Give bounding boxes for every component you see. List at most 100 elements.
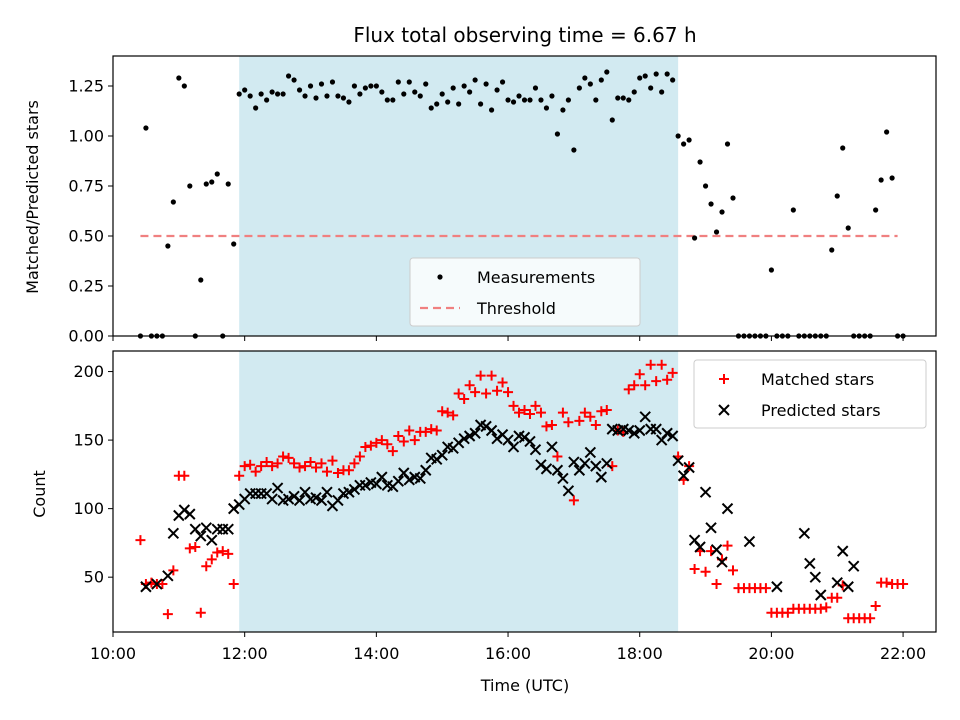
data-point <box>294 462 305 473</box>
data-point <box>271 482 284 494</box>
data-point <box>387 446 398 457</box>
data-point <box>829 247 835 253</box>
data-point <box>524 409 535 420</box>
data-point <box>656 359 667 370</box>
data-point <box>406 79 412 85</box>
data-point <box>697 159 703 165</box>
data-point <box>327 455 338 466</box>
data-point <box>809 571 822 583</box>
data-point <box>289 458 300 469</box>
data-point <box>236 91 242 97</box>
data-point <box>615 95 621 101</box>
data-point <box>184 543 195 554</box>
data-point <box>165 243 171 249</box>
data-point <box>529 443 542 456</box>
y-tick-label: 1.00 <box>68 127 104 146</box>
data-point <box>445 99 451 105</box>
data-point <box>217 546 228 557</box>
data-point <box>206 534 218 546</box>
data-point <box>459 393 470 404</box>
y-tick-label: 0.75 <box>68 177 104 196</box>
data-point <box>497 377 508 388</box>
y-tick-label: 0.25 <box>68 277 104 296</box>
data-point <box>585 411 596 422</box>
data-point <box>628 427 640 439</box>
data-point <box>661 427 673 439</box>
data-point <box>384 97 390 103</box>
data-point <box>143 125 149 131</box>
data-point <box>730 195 736 201</box>
data-point <box>282 493 295 505</box>
data-point <box>804 557 816 570</box>
data-point <box>574 415 585 426</box>
data-point <box>519 404 530 415</box>
data-point <box>264 97 270 103</box>
data-point <box>870 600 881 611</box>
data-point <box>335 93 341 99</box>
data-point <box>362 85 368 91</box>
series-matched-stars <box>135 359 909 624</box>
data-point <box>623 384 634 395</box>
data-point <box>653 71 659 77</box>
x-tick-label: 20:00 <box>748 644 794 663</box>
x-tick-label: 22:00 <box>880 644 926 663</box>
data-point <box>831 576 843 589</box>
data-point <box>543 105 550 111</box>
data-point <box>195 530 207 542</box>
data-point <box>634 369 645 380</box>
data-point <box>650 423 662 435</box>
data-point <box>507 441 520 453</box>
data-point <box>368 83 374 89</box>
data-point <box>242 87 248 93</box>
data-point <box>357 91 363 97</box>
data-point <box>571 147 577 153</box>
data-point <box>300 461 311 472</box>
data-point <box>579 407 590 418</box>
data-point <box>278 451 289 462</box>
data-point <box>637 75 643 81</box>
data-point <box>280 91 286 97</box>
data-point <box>434 101 440 107</box>
data-point <box>285 73 292 79</box>
data-point <box>261 457 272 468</box>
data-point <box>239 461 250 472</box>
data-point <box>436 449 448 461</box>
data-point <box>535 407 546 418</box>
data-point <box>675 133 681 139</box>
data-point <box>157 579 168 590</box>
data-point <box>296 87 303 93</box>
data-point <box>845 225 851 231</box>
data-point <box>768 267 775 273</box>
data-point <box>593 97 599 103</box>
data-point <box>691 235 698 241</box>
data-point <box>151 578 163 590</box>
data-point <box>162 570 174 582</box>
data-point <box>379 89 385 95</box>
data-point <box>557 472 569 485</box>
data-point <box>464 380 475 391</box>
legend-entry-label: Predicted stars <box>761 401 881 420</box>
data-point <box>590 460 602 472</box>
data-point <box>324 93 330 99</box>
data-point <box>253 105 259 111</box>
data-point <box>582 75 588 81</box>
legend: Matched stars Predicted stars <box>693 359 927 429</box>
plot-frame <box>112 55 937 337</box>
data-point <box>514 407 525 418</box>
data-point <box>442 407 453 418</box>
data-point <box>629 380 640 391</box>
data-point <box>470 387 481 398</box>
data-point <box>595 471 608 483</box>
series-predicted-stars <box>140 411 860 601</box>
data-point <box>601 457 613 470</box>
data-point <box>478 101 484 107</box>
data-point <box>211 523 223 535</box>
data-point <box>162 609 173 620</box>
x-tick-label: 10:00 <box>90 644 136 663</box>
data-point <box>532 85 539 91</box>
data-point <box>563 417 574 428</box>
data-point <box>376 471 388 483</box>
data-point <box>420 426 431 437</box>
data-point <box>771 581 783 593</box>
data-point <box>552 451 563 462</box>
